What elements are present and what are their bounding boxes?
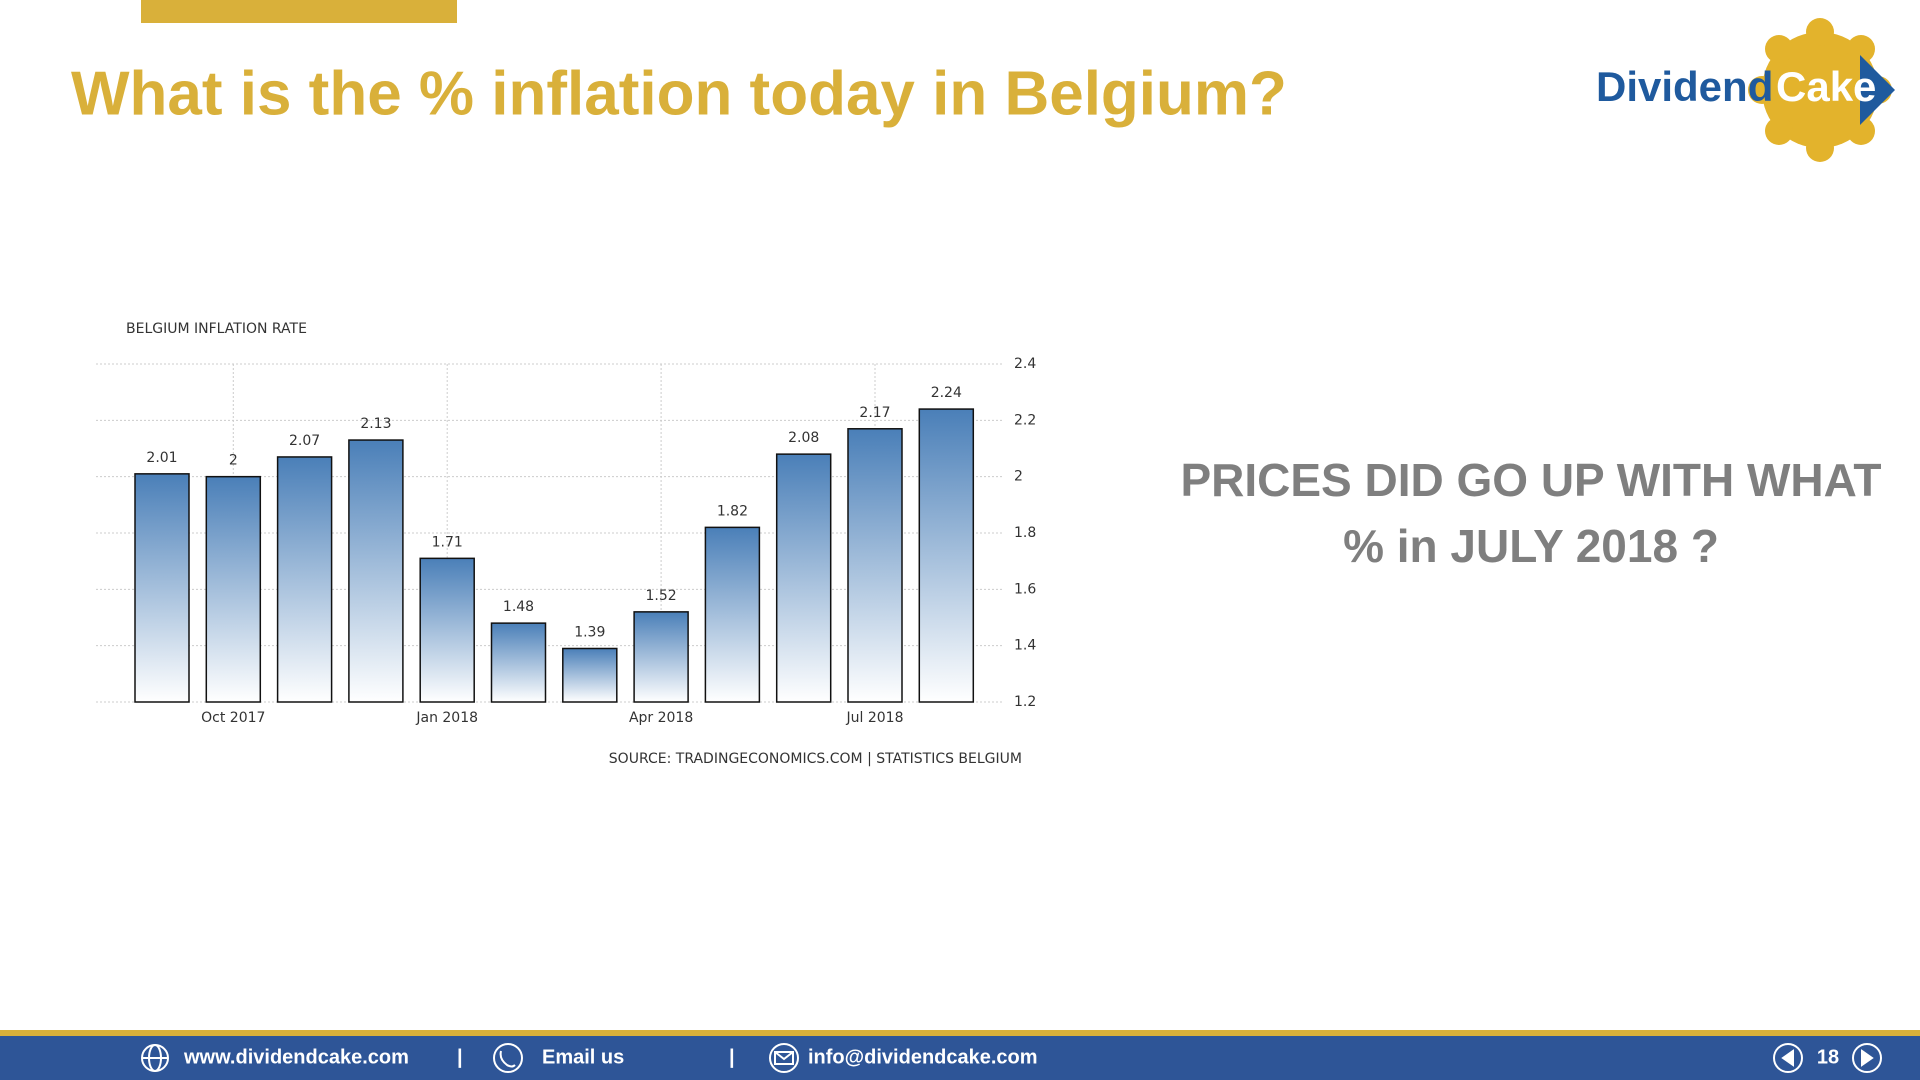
question-line: % in JULY 2018 ? (1343, 520, 1719, 572)
logo-arrow (1860, 55, 1895, 125)
data-label: 1.48 (503, 599, 534, 615)
footer-website[interactable]: www.dividendcake.com (183, 1046, 409, 1068)
bar (633, 611, 689, 703)
footer-icons (141, 1043, 1882, 1073)
x-tick-label: Jul 2018 (846, 710, 904, 726)
data-label: 2.13 (360, 416, 391, 432)
bar (419, 557, 475, 703)
logo-text: Dividend (1596, 63, 1773, 110)
bar (918, 408, 975, 703)
footer-email[interactable]: info@dividendcake.com (808, 1046, 1038, 1068)
y-tick-label: 2.4 (1014, 356, 1036, 372)
page-number: 18 (1817, 1046, 1839, 1068)
bar (704, 526, 761, 703)
x-tick-label: Apr 2018 (629, 710, 693, 726)
bar (276, 456, 333, 703)
data-label: 2.24 (931, 385, 962, 401)
chart-title: BELGIUM INFLATION RATE (126, 321, 307, 337)
x-tick-label: Oct 2017 (201, 710, 265, 726)
bar (490, 622, 547, 703)
bar (562, 647, 618, 703)
footer-separator: | (457, 1046, 463, 1068)
data-label: 2.08 (788, 430, 819, 446)
top-accent (141, 0, 457, 23)
y-tick-label: 1.8 (1014, 525, 1036, 541)
slide-title: What is the % inflation today in Belgium… (71, 59, 1287, 128)
footer-email-label[interactable]: Email us (542, 1046, 624, 1068)
footer (0, 1036, 1920, 1080)
bar (847, 428, 903, 703)
y-tick-label: 1.2 (1014, 694, 1036, 710)
logo-cog-teeth (1748, 18, 1892, 162)
y-tick-label: 1.6 (1014, 581, 1036, 597)
bar (134, 473, 190, 703)
bar (775, 453, 832, 703)
chart-source: SOURCE: TRADINGECONOMICS.COM | STATISTIC… (609, 751, 1022, 767)
y-tick-label: 1.4 (1014, 638, 1036, 654)
y-tick-label: 2.2 (1014, 412, 1036, 428)
x-tick-label: Jan 2018 (415, 710, 478, 726)
footer-separator: | (729, 1046, 735, 1068)
bar (205, 475, 262, 703)
logo-cog (1762, 32, 1878, 148)
logo-text: Cake (1776, 63, 1876, 110)
data-label: 1.71 (432, 534, 463, 550)
data-label: 2.17 (859, 405, 890, 421)
data-label: 1.82 (717, 503, 748, 519)
data-label: 2.07 (289, 433, 320, 449)
logo: Dividend Cake (1596, 18, 1895, 162)
bar (348, 439, 404, 703)
data-label: 2 (229, 453, 238, 469)
question-line: PRICES DID GO UP WITH WHAT (1180, 454, 1881, 506)
y-tick-label: 2 (1014, 469, 1023, 485)
data-label: 1.52 (646, 588, 677, 604)
data-label: 1.39 (574, 624, 605, 640)
footer-accent (0, 1030, 1920, 1036)
data-label: 2.01 (146, 450, 177, 466)
